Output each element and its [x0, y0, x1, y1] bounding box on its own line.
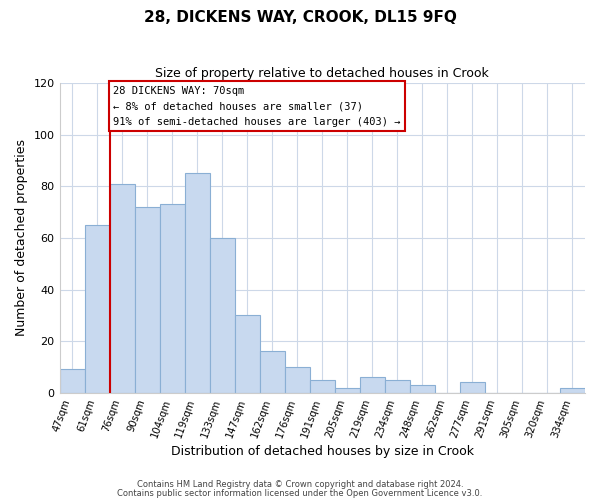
Bar: [85, 225, 110, 392]
Bar: [59, 370, 85, 392]
Bar: [285, 367, 310, 392]
Bar: [209, 238, 235, 392]
Bar: [410, 385, 435, 392]
Bar: [335, 388, 360, 392]
Text: 28, DICKENS WAY, CROOK, DL15 9FQ: 28, DICKENS WAY, CROOK, DL15 9FQ: [143, 10, 457, 25]
Bar: [385, 380, 410, 392]
Bar: [560, 388, 585, 392]
Bar: [360, 377, 385, 392]
Bar: [185, 174, 209, 392]
Bar: [310, 380, 335, 392]
Bar: [260, 352, 285, 393]
Text: Contains HM Land Registry data © Crown copyright and database right 2024.: Contains HM Land Registry data © Crown c…: [137, 480, 463, 489]
Bar: [134, 207, 160, 392]
Y-axis label: Number of detached properties: Number of detached properties: [15, 140, 28, 336]
Bar: [235, 316, 260, 392]
Text: Contains public sector information licensed under the Open Government Licence v3: Contains public sector information licen…: [118, 488, 482, 498]
Bar: [160, 204, 185, 392]
Title: Size of property relative to detached houses in Crook: Size of property relative to detached ho…: [155, 68, 489, 80]
Bar: [110, 184, 134, 392]
Bar: [460, 382, 485, 392]
Text: 28 DICKENS WAY: 70sqm
← 8% of detached houses are smaller (37)
91% of semi-detac: 28 DICKENS WAY: 70sqm ← 8% of detached h…: [113, 86, 401, 127]
X-axis label: Distribution of detached houses by size in Crook: Distribution of detached houses by size …: [171, 444, 474, 458]
